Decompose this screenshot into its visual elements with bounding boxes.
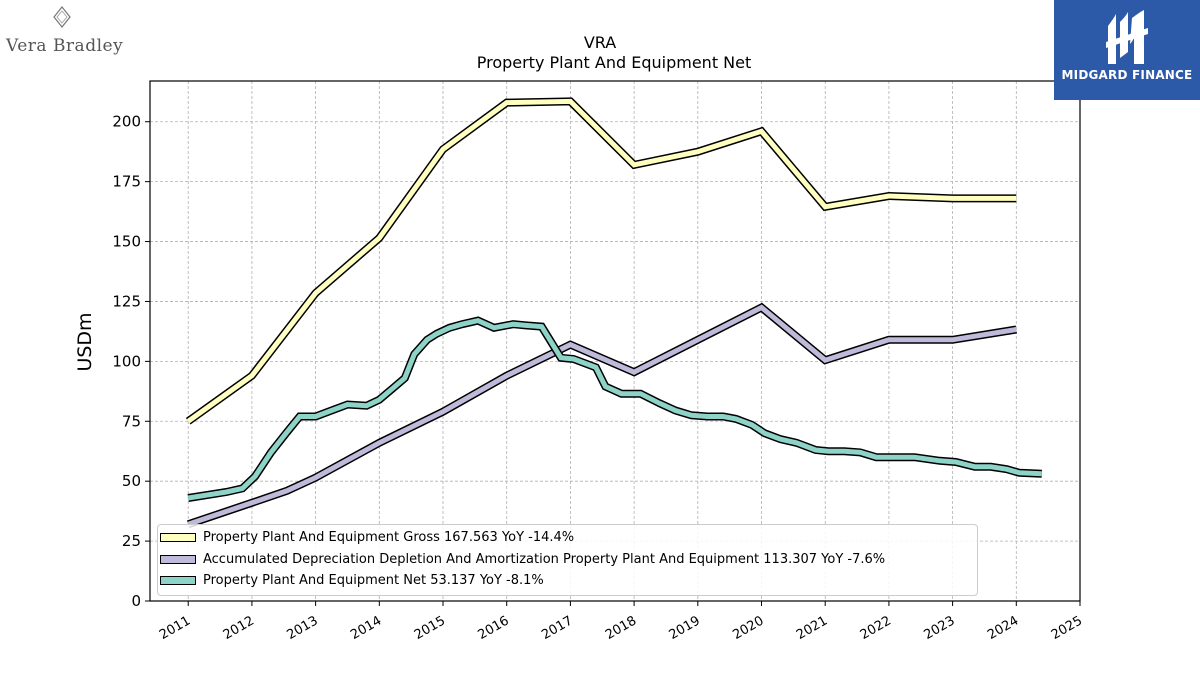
legend-swatch [160, 533, 196, 542]
legend: Property Plant And Equipment Gross 167.5… [157, 524, 978, 596]
y-tick-label: 150 [112, 233, 141, 251]
x-tick-label: 2014 [348, 613, 384, 643]
y-tick-label: 175 [112, 173, 141, 191]
y-tick-label: 100 [112, 352, 141, 370]
x-tick-label: 2019 [667, 613, 703, 643]
x-tick-label: 2020 [730, 613, 766, 643]
series-line [187, 304, 1017, 527]
legend-item: Accumulated Depreciation Depletion And A… [158, 550, 977, 570]
y-axis: 0 25 50 75 100 125 150 175 200 [112, 113, 150, 610]
vera-bradley-wordmark: Vera Bradley [6, 36, 124, 56]
x-tick-label: 2017 [539, 613, 575, 643]
legend-label: Accumulated Depreciation Depletion And A… [203, 552, 886, 567]
series-line-outline [187, 316, 1042, 502]
x-tick-label: 2018 [603, 613, 639, 643]
y-tick-label: 125 [112, 292, 141, 310]
x-tick-label: 2021 [794, 613, 830, 643]
y-tick-label: 75 [122, 412, 141, 430]
vera-bradley-logo: Vera Bradley [6, 6, 126, 62]
x-tick-label: 2023 [921, 613, 957, 643]
y-axis-label: USDm [74, 312, 96, 371]
x-tick-label: 2011 [157, 613, 193, 643]
x-tick-label: 2012 [221, 613, 257, 643]
x-tick-label: 2025 [1049, 613, 1085, 643]
plot-frame [149, 80, 1081, 602]
y-tick-label: 0 [131, 592, 141, 610]
y-tick-label: 25 [122, 532, 141, 550]
x-axis: 2011 2012 2013 2014 2015 2016 2017 2018 2019 2020… [157, 601, 1085, 643]
x-tick-label: 2015 [412, 613, 448, 643]
x-tick-label: 2016 [476, 613, 512, 643]
x-tick-label: 2024 [985, 613, 1021, 643]
legend-item: Property Plant And Equipment Gross 167.5… [158, 528, 977, 548]
legend-label: Property Plant And Equipment Net 53.137 … [203, 573, 544, 588]
midgard-finance-logo: MIDGARD FINANCE [1054, 0, 1200, 100]
legend-swatch [160, 555, 196, 564]
chart-subtitle: Property Plant And Equipment Net [477, 53, 752, 72]
legend-label: Property Plant And Equipment Gross 167.5… [203, 530, 575, 545]
series-line [186, 98, 1017, 424]
midgard-finance-wordmark: MIDGARD FINANCE [1061, 68, 1193, 82]
legend-swatch [160, 576, 196, 585]
y-tick-label: 50 [122, 472, 141, 490]
legend-item: Property Plant And Equipment Net 53.137 … [158, 571, 977, 591]
midgard-mark-icon [1106, 10, 1148, 64]
series-line [187, 317, 1042, 501]
x-tick-label: 2022 [858, 613, 894, 643]
x-tick-label: 2013 [284, 613, 320, 643]
diamond-icon [53, 6, 71, 28]
y-tick-label: 200 [112, 113, 141, 131]
series-layer [185, 97, 1042, 529]
chart-title: VRA [584, 33, 616, 52]
